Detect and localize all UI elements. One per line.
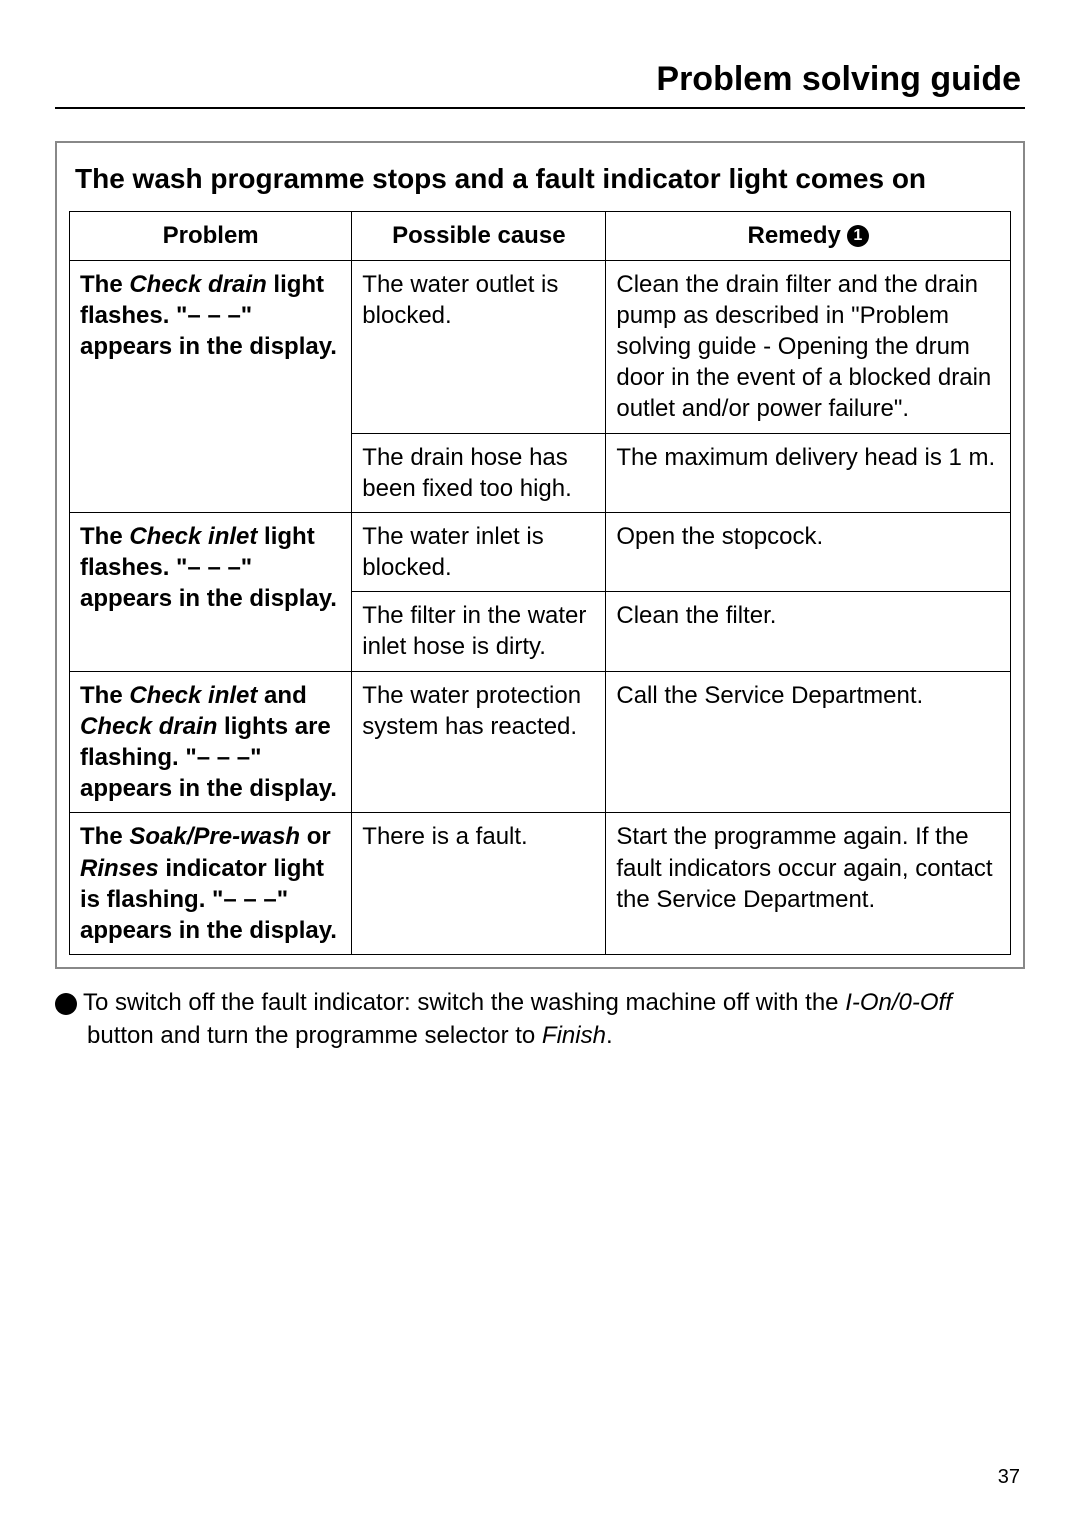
section-title: The wash programme stops and a fault ind… <box>69 161 1011 197</box>
text-italic: Soak/Pre-wash <box>129 823 300 850</box>
table-row: The Check drain light flashes. "– – –" a… <box>70 260 1011 433</box>
text: and <box>257 682 306 709</box>
text: The <box>80 823 129 850</box>
cell-problem: The Soak/Pre-wash or Rinses indicator li… <box>70 813 352 955</box>
cell-remedy: Clean the drain filter and the drain pum… <box>606 260 1011 433</box>
text-italic: Finish <box>542 1022 606 1049</box>
cell-cause: The water outlet is blocked. <box>352 260 606 433</box>
text: . <box>606 1022 613 1049</box>
circled-one-icon: 1 <box>847 225 869 247</box>
cell-cause: The filter in the water inlet hose is di… <box>352 592 606 671</box>
cell-cause: The water protection system has reacted. <box>352 671 606 813</box>
text-italic: Check drain <box>80 713 217 740</box>
table-row: The Check inlet light flashes. "– – –" a… <box>70 512 1011 591</box>
text-italic: Check inlet <box>129 523 257 550</box>
text: The <box>80 523 129 550</box>
text-italic: Check inlet <box>129 682 257 709</box>
cell-problem: The Check inlet light flashes. "– – –" a… <box>70 512 352 671</box>
text-italic: Check drain <box>129 271 266 298</box>
page-title: Problem solving guide <box>55 60 1025 99</box>
section-box: The wash programme stops and a fault ind… <box>55 141 1025 969</box>
footnote: 1 To switch off the fault indicator: swit… <box>55 987 1025 1052</box>
text-italic: Rinses <box>80 855 159 882</box>
cell-cause: There is a fault. <box>352 813 606 955</box>
header-remedy-text: Remedy <box>747 220 840 251</box>
title-rule <box>55 107 1025 109</box>
header-problem: Problem <box>70 212 352 260</box>
footnote-text: To switch off the fault indicator: switc… <box>83 989 952 1048</box>
cell-remedy: Start the programme again. If the fault … <box>606 813 1011 955</box>
text: To switch off the fault indicator: switc… <box>83 989 845 1016</box>
text-italic: I-On/0-Off <box>845 989 952 1016</box>
cell-problem: The Check drain light flashes. "– – –" a… <box>70 260 352 512</box>
cell-problem: The Check inlet and Check drain lights a… <box>70 671 352 813</box>
header-remedy: Remedy 1 <box>606 212 1011 260</box>
text: The <box>80 271 129 298</box>
page-number: 37 <box>998 1466 1020 1489</box>
circled-one-icon: 1 <box>55 993 77 1015</box>
cell-remedy: Call the Service Department. <box>606 671 1011 813</box>
cell-remedy: Clean the filter. <box>606 592 1011 671</box>
cell-cause: The drain hose has been fixed too high. <box>352 433 606 512</box>
cell-remedy: The maximum delivery head is 1 m. <box>606 433 1011 512</box>
troubleshooting-table: Problem Possible cause Remedy 1 The Chec… <box>69 211 1011 955</box>
text: or <box>300 823 331 850</box>
cell-cause: The water inlet is blocked. <box>352 512 606 591</box>
header-cause: Possible cause <box>352 212 606 260</box>
text: The <box>80 682 129 709</box>
table-row: The Soak/Pre-wash or Rinses indicator li… <box>70 813 1011 955</box>
table-header-row: Problem Possible cause Remedy 1 <box>70 212 1011 260</box>
text: button and turn the programme selector t… <box>87 1022 542 1049</box>
cell-remedy: Open the stopcock. <box>606 512 1011 591</box>
table-row: The Check inlet and Check drain lights a… <box>70 671 1011 813</box>
